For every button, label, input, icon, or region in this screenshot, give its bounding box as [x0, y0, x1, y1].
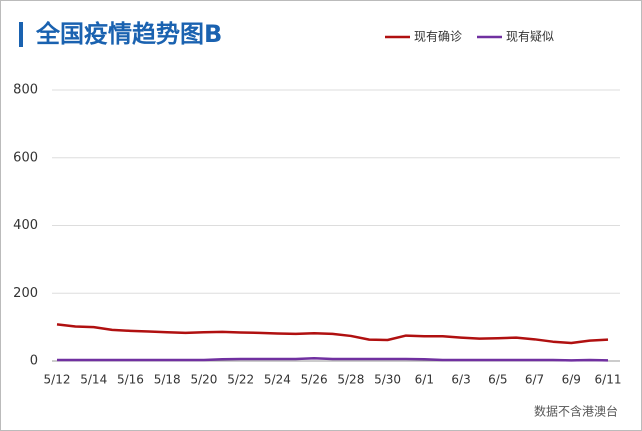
- x-tick-label: 5/30: [374, 373, 401, 387]
- x-tick-label: 6/11: [595, 373, 622, 387]
- series-line: [57, 357, 609, 362]
- y-tick-label: 600: [13, 150, 38, 165]
- legend-label: 现有确诊: [414, 30, 462, 44]
- title-bar: [19, 22, 23, 47]
- legend-label: 现有疑似: [506, 29, 554, 44]
- y-tick-label: 200: [13, 286, 38, 301]
- x-tick-label: 5/14: [80, 373, 107, 387]
- y-tick-label: 0: [30, 354, 38, 369]
- x-tick-label: 5/28: [337, 373, 364, 387]
- x-tick-label: 5/24: [264, 373, 291, 387]
- x-tick-label: 6/7: [525, 373, 544, 387]
- y-tick-label: 800: [13, 83, 38, 98]
- x-tick-label: 5/12: [44, 373, 71, 387]
- y-tick-label: 400: [13, 218, 38, 233]
- x-tick-label: 6/5: [488, 373, 507, 387]
- x-tick-label: 6/9: [562, 373, 581, 387]
- series-line: [56, 323, 609, 345]
- chart-title: 全国疫情趋势图B: [35, 20, 222, 48]
- x-tick-label: 5/18: [154, 373, 181, 387]
- x-tick-label: 5/16: [117, 373, 144, 387]
- x-tick-label: 5/22: [227, 373, 254, 387]
- x-tick-label: 5/20: [190, 373, 217, 387]
- footnote: 数据不含港澳台: [534, 404, 618, 419]
- x-tick-label: 6/3: [451, 373, 470, 387]
- x-tick-label: 5/26: [301, 373, 328, 387]
- x-tick-label: 6/1: [415, 373, 434, 387]
